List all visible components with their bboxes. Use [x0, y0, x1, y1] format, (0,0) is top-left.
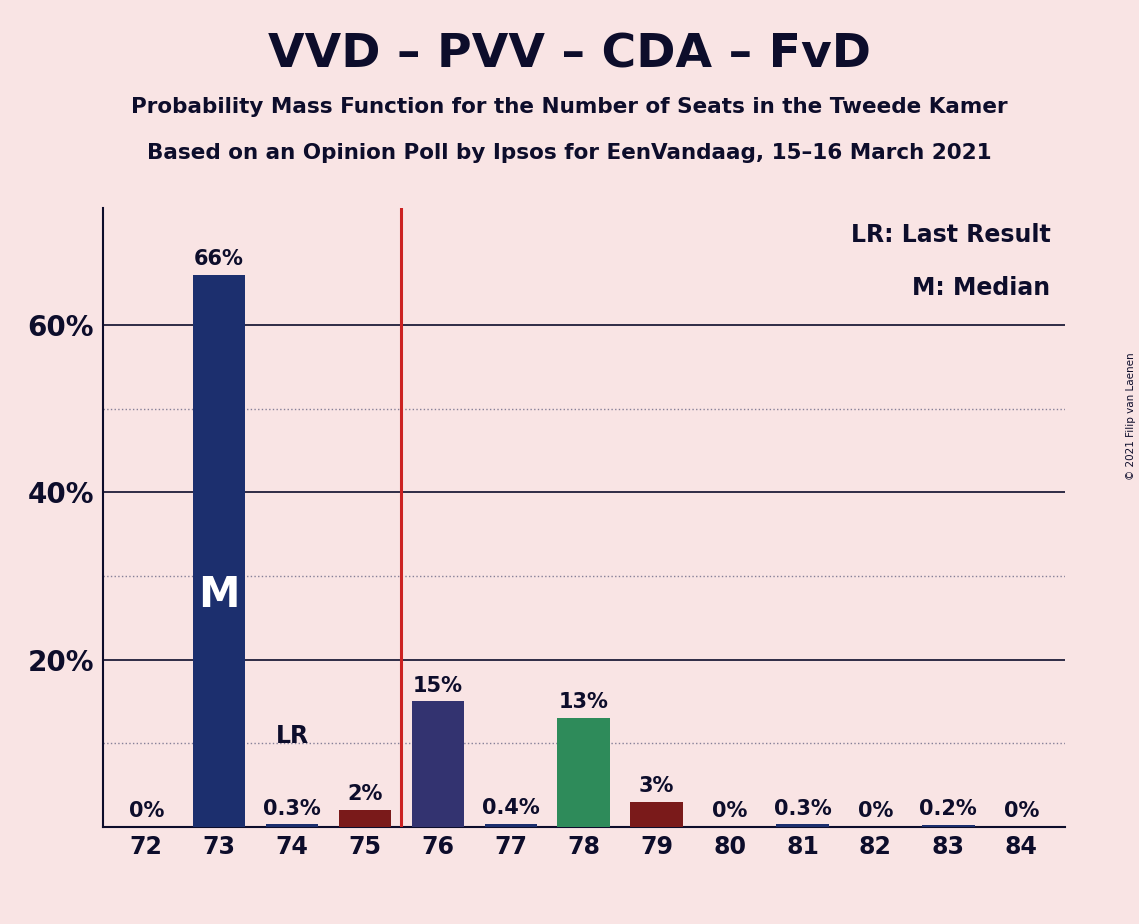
Bar: [630, 802, 683, 827]
Text: 0%: 0%: [712, 801, 747, 821]
Bar: [557, 718, 611, 827]
Text: 0.3%: 0.3%: [263, 798, 321, 819]
Text: 66%: 66%: [195, 249, 244, 269]
Text: M: M: [198, 574, 240, 616]
Text: 13%: 13%: [559, 692, 608, 712]
Bar: [192, 274, 245, 827]
Text: 0.2%: 0.2%: [919, 799, 977, 820]
Text: 0%: 0%: [858, 801, 893, 821]
Bar: [923, 825, 975, 827]
Text: LR: Last Result: LR: Last Result: [851, 224, 1050, 248]
Text: Based on an Opinion Poll by Ipsos for EenVandaag, 15–16 March 2021: Based on an Opinion Poll by Ipsos for Ee…: [147, 143, 992, 164]
Text: 0.4%: 0.4%: [482, 797, 540, 818]
Bar: [338, 810, 392, 827]
Text: VVD – PVV – CDA – FvD: VVD – PVV – CDA – FvD: [268, 32, 871, 78]
Text: 0.3%: 0.3%: [773, 798, 831, 819]
Bar: [777, 824, 829, 827]
Text: 0%: 0%: [1003, 801, 1039, 821]
Text: 0%: 0%: [129, 801, 164, 821]
Text: 2%: 2%: [347, 784, 383, 805]
Text: M: Median: M: Median: [912, 276, 1050, 300]
Text: Probability Mass Function for the Number of Seats in the Tweede Kamer: Probability Mass Function for the Number…: [131, 97, 1008, 117]
Bar: [484, 823, 538, 827]
Text: © 2021 Filip van Laenen: © 2021 Filip van Laenen: [1126, 352, 1136, 480]
Text: LR: LR: [276, 723, 309, 748]
Text: 15%: 15%: [413, 675, 462, 696]
Bar: [411, 701, 465, 827]
Bar: [265, 824, 318, 827]
Text: 3%: 3%: [639, 776, 674, 796]
